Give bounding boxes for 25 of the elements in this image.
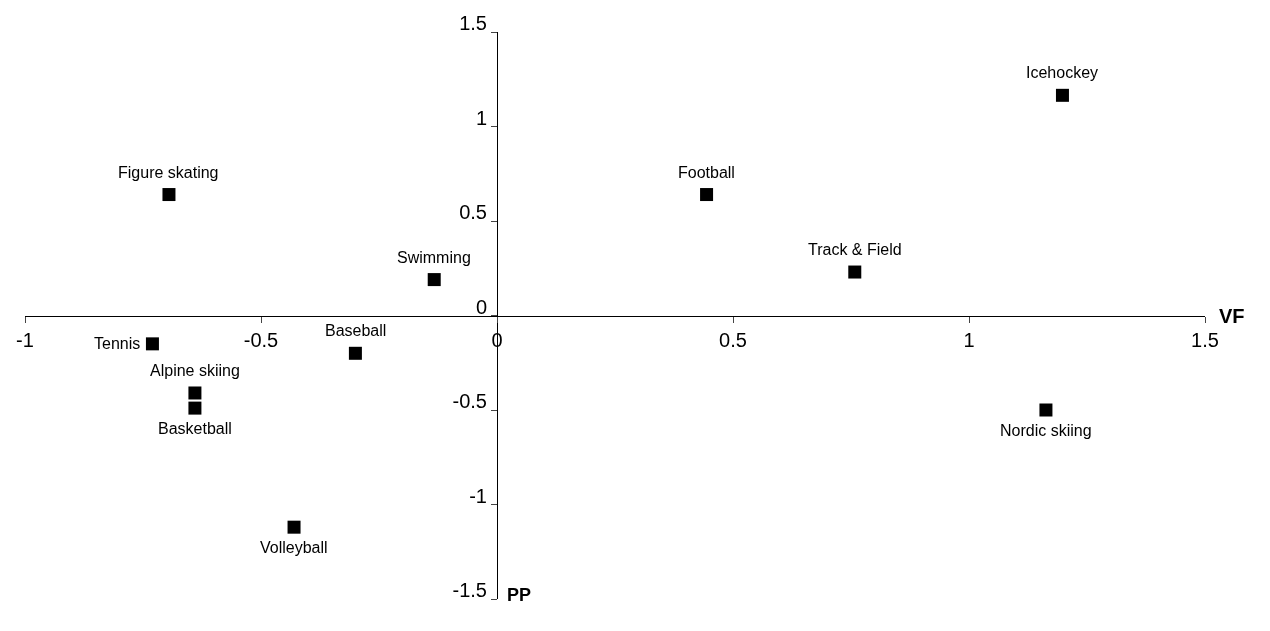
x-tick-label: 1: [963, 328, 975, 351]
x-tick-label: -1: [16, 328, 34, 351]
y-tick-label: 0.5: [459, 201, 487, 223]
annotation: Volleyball: [260, 539, 328, 556]
annotation: Tennis: [94, 335, 141, 352]
annotation: Basketball: [158, 420, 232, 437]
x-tick-label: 1.5: [1191, 328, 1219, 351]
annotation: Football: [678, 164, 735, 181]
y-axis-title: PP: [507, 585, 532, 605]
annotation: Baseball: [325, 322, 387, 339]
y-tick-label: -0.5: [452, 390, 487, 412]
x-tick-label: 0.5: [719, 328, 747, 351]
y-tick-label: -1: [469, 484, 487, 507]
x-tick-label: -0.5: [243, 328, 279, 351]
x-axis-title: VF: [1219, 305, 1245, 327]
annotation: Icehockey: [1026, 64, 1099, 81]
y-tick-label: 1: [475, 106, 487, 129]
y-tick-label: -1.5: [452, 579, 487, 601]
annotation: Swimming: [397, 249, 471, 266]
annotation: Alpine skiing: [150, 362, 240, 379]
y-tick-label: 1.5: [459, 12, 487, 34]
y-tick-label: 0: [475, 295, 487, 318]
annotation: Figure skating: [118, 164, 219, 181]
annotation: Nordic skiing: [1000, 422, 1092, 439]
annotation: Track & Field: [808, 241, 902, 258]
